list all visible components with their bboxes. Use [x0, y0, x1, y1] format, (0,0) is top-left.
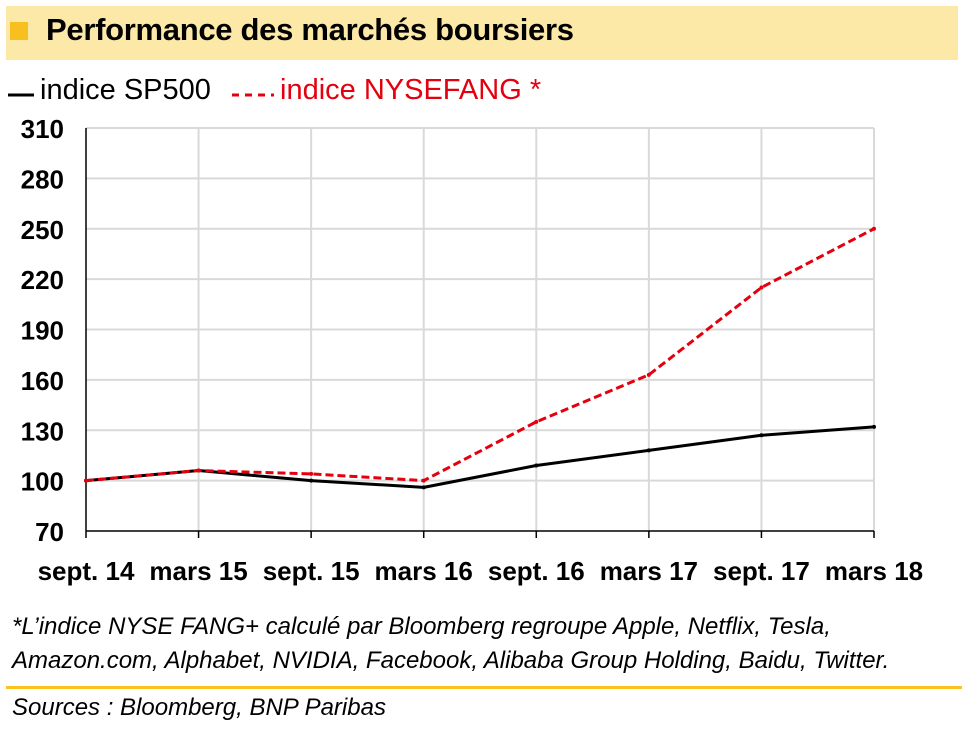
series-point [84, 478, 88, 483]
y-tick-label: 130 [21, 416, 64, 446]
y-tick-label: 70 [35, 517, 64, 547]
y-tick-label: 100 [21, 467, 64, 497]
series-point [646, 448, 651, 453]
divider [6, 686, 962, 689]
line-chart: 70 100 130 160 190 220 250 280 310 sept. 14 mars 1… [21, 114, 924, 586]
footnote-line-1: *L’indice NYSE FANG+ calculé par Bloombe… [12, 613, 831, 640]
x-tick-label: mars 18 [825, 556, 923, 586]
series-point [421, 478, 426, 483]
x-tick-label: sept. 14 [38, 556, 135, 586]
title-band [6, 6, 958, 60]
x-tick-label: sept. 16 [488, 556, 585, 586]
legend-dashed-line-icon [232, 74, 274, 107]
series-point [534, 463, 539, 468]
legend-item-fang: indice NYSEFANG * [232, 74, 541, 107]
series-point [872, 226, 876, 231]
footnote-line-2: Amazon.com, Alphabet, NVIDIA, Facebook, … [12, 647, 890, 674]
legend-label-sp500: indice SP500 [40, 74, 211, 106]
series-line-fang [85, 227, 875, 483]
y-tick-label: 160 [21, 366, 64, 396]
title-bullet-icon [10, 22, 28, 40]
series-line-sp500 [85, 425, 875, 489]
series-point [872, 424, 876, 429]
x-tick-label: sept. 17 [713, 556, 810, 586]
source-note: Sources : Bloomberg, BNP Paribas [12, 694, 386, 721]
y-tick-label: 220 [21, 265, 64, 295]
series-point [759, 285, 764, 290]
series-point [646, 372, 651, 377]
chart-title: Performance des marchés boursiers [46, 12, 574, 47]
series-point [309, 471, 314, 476]
series-point [196, 468, 201, 473]
y-tick-label: 250 [21, 215, 64, 245]
x-tick-label: mars 17 [600, 556, 698, 586]
x-tick-label: mars 15 [149, 556, 247, 586]
legend-solid-line-icon [8, 74, 34, 107]
series-point [759, 433, 764, 438]
x-tick-label: mars 16 [375, 556, 473, 586]
footnote: *L’indice NYSE FANG+ calculé par Bloombe… [12, 610, 962, 678]
y-tick-label: 280 [21, 164, 64, 194]
y-tick-label: 190 [21, 316, 64, 346]
series-point [309, 478, 314, 483]
series-point [534, 419, 539, 424]
x-tick-label: sept. 15 [263, 556, 360, 586]
legend-label-fang: indice NYSEFANG * [280, 74, 542, 106]
series-point [421, 485, 426, 490]
legend-item-sp500: indice SP500 [8, 74, 211, 107]
y-tick-label: 310 [21, 114, 64, 144]
